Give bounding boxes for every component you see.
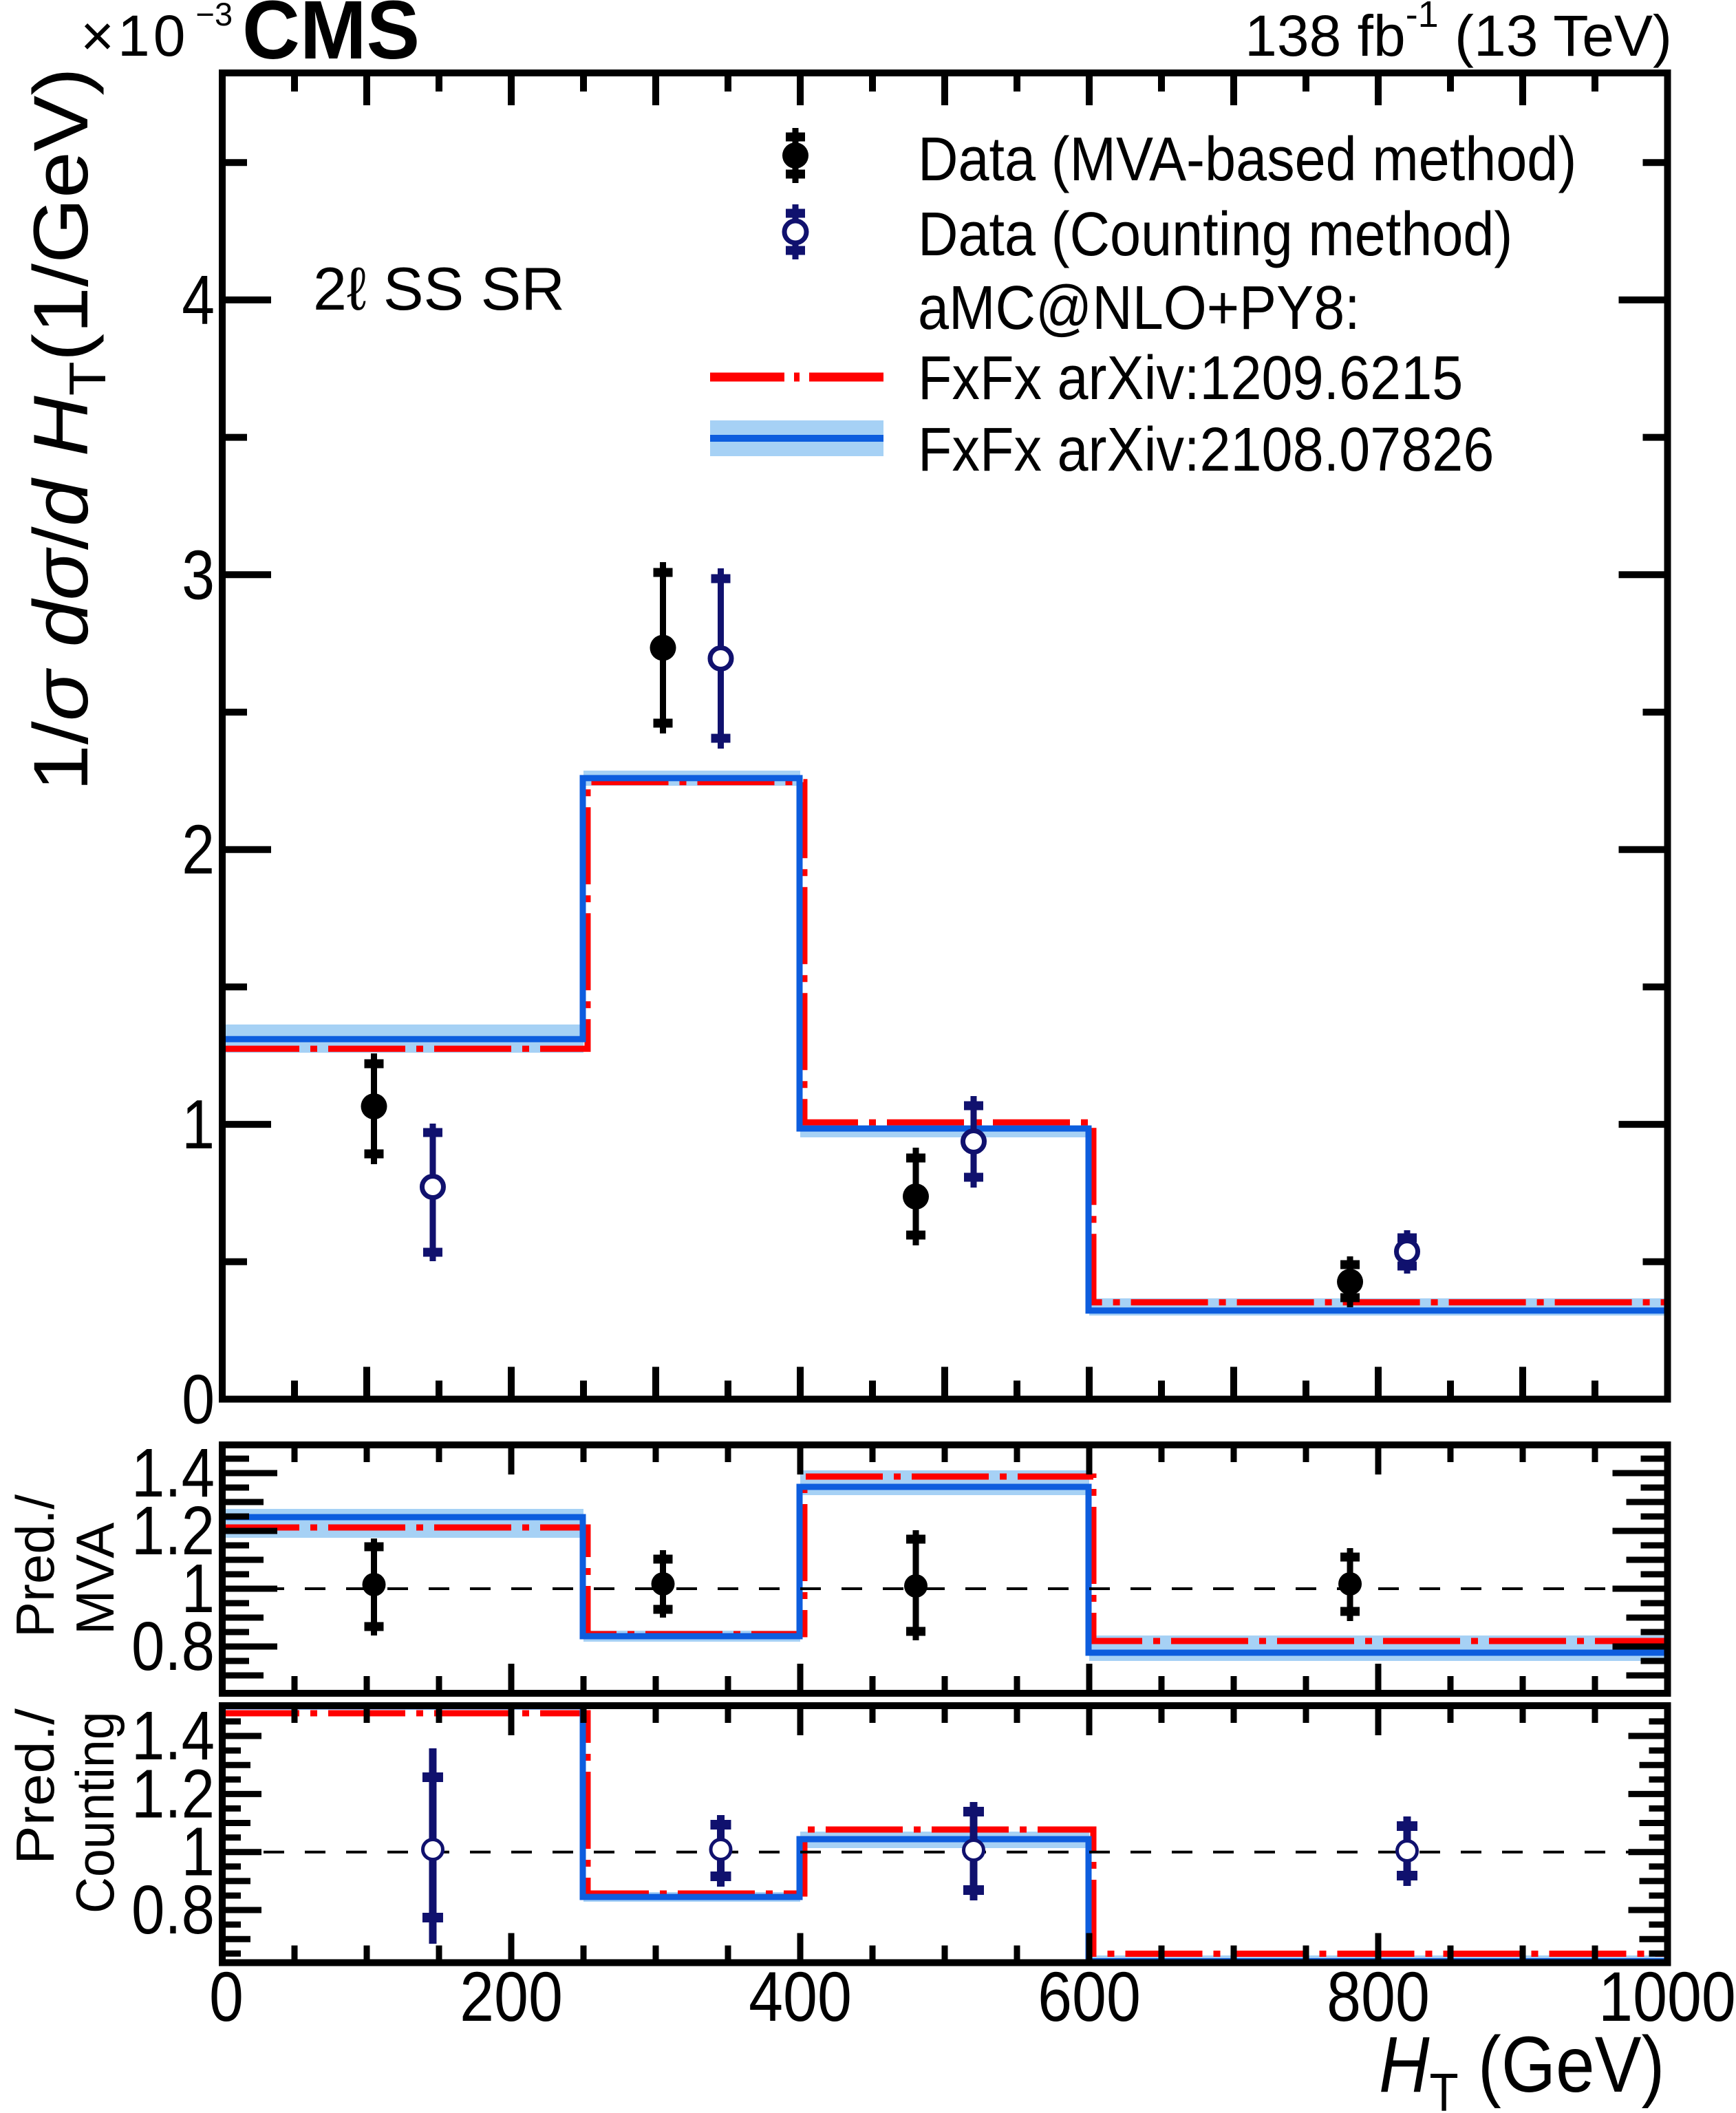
- svg-text:600: 600: [1038, 1958, 1141, 2037]
- svg-text:200: 200: [460, 1958, 563, 2037]
- svg-text:×10−3: ×10 −3: [81, 0, 233, 68]
- svg-text:MVA: MVA: [65, 1523, 125, 1635]
- svg-text:4: 4: [182, 261, 215, 339]
- svg-text:1/σ dσ/d HT(1/GeV): 1/σ dσ/d HT(1/GeV): [18, 67, 117, 791]
- svg-text:1: 1: [182, 1813, 215, 1890]
- svg-text:138 fb-1 (13 TeV): 138 fb-1 (13 TeV): [1245, 0, 1672, 68]
- svg-text:1.4: 1.4: [131, 1697, 215, 1774]
- svg-text:FxFx arXiv:1209.6215: FxFx arXiv:1209.6215: [918, 343, 1463, 413]
- svg-text:0.8: 0.8: [131, 1871, 215, 1948]
- svg-text:800: 800: [1327, 1958, 1430, 2037]
- svg-text:400: 400: [749, 1958, 852, 2037]
- svg-text:aMC@NLO+PY8:: aMC@NLO+PY8:: [918, 273, 1360, 343]
- svg-text:2: 2: [182, 811, 215, 888]
- svg-text:2ℓ SS SR: 2ℓ SS SR: [313, 255, 565, 323]
- svg-text:1.4: 1.4: [131, 1434, 215, 1511]
- svg-text:1.2: 1.2: [131, 1492, 215, 1569]
- svg-text:Pred./: Pred./: [6, 1708, 65, 1865]
- svg-text:1: 1: [182, 1549, 215, 1627]
- svg-text:Data (Counting method): Data (Counting method): [918, 200, 1512, 269]
- svg-text:1: 1: [182, 1086, 215, 1163]
- svg-text:0: 0: [182, 1360, 215, 1438]
- svg-text:0.8: 0.8: [131, 1607, 215, 1684]
- svg-text:Data (MVA-based method): Data (MVA-based method): [918, 125, 1576, 194]
- svg-text:CMS: CMS: [242, 0, 420, 77]
- svg-text:3: 3: [182, 536, 215, 614]
- svg-text:Counting: Counting: [65, 1712, 126, 1913]
- svg-text:1.2: 1.2: [131, 1755, 215, 1832]
- svg-text:0: 0: [209, 1958, 244, 2037]
- svg-text:1000: 1000: [1598, 1958, 1736, 2037]
- svg-text:HT (GeV): HT (GeV): [1379, 2021, 1664, 2113]
- svg-text:FxFx arXiv:2108.07826: FxFx arXiv:2108.07826: [918, 415, 1494, 484]
- svg-text:Pred./: Pred./: [5, 1494, 65, 1638]
